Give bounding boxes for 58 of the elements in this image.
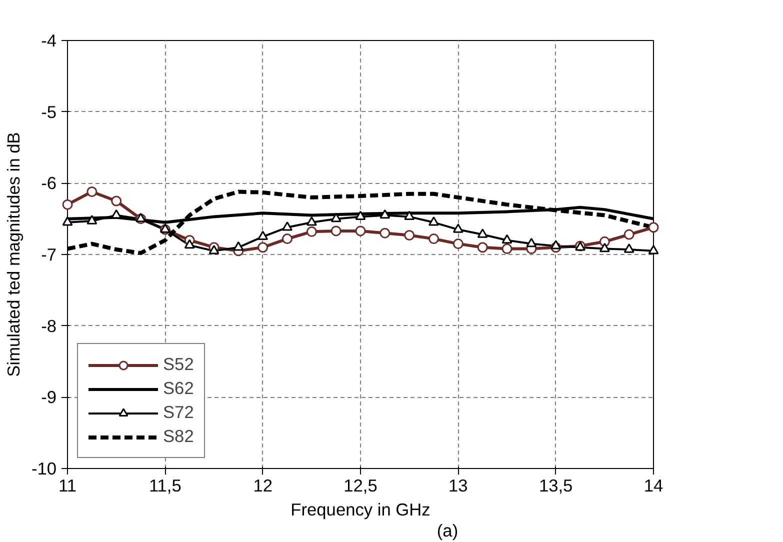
y-tick-label: -5 <box>41 102 57 122</box>
point <box>330 226 342 236</box>
point <box>306 226 317 237</box>
y-tick-label: -6 <box>41 173 57 194</box>
point <box>282 234 292 244</box>
x-tick-label: 12 <box>253 476 272 496</box>
point <box>550 240 562 250</box>
y-tick-label: -7 <box>41 244 57 264</box>
point <box>282 221 292 231</box>
point <box>380 228 390 238</box>
point <box>428 216 439 226</box>
point <box>404 230 415 240</box>
point <box>184 239 195 249</box>
x-tick-label: 13,5 <box>538 476 573 496</box>
point <box>624 229 634 240</box>
x-tick-label: 12,5 <box>344 476 378 496</box>
x-tick-label: 14 <box>644 476 664 496</box>
point <box>502 244 512 254</box>
y-tick-label: -8 <box>41 316 57 336</box>
point <box>208 244 220 254</box>
point <box>526 238 537 248</box>
point <box>86 215 98 224</box>
point <box>648 244 659 254</box>
point <box>62 216 73 226</box>
point <box>258 230 268 240</box>
x-tick-label: 11,5 <box>148 476 182 496</box>
point <box>428 234 439 244</box>
point <box>86 186 98 197</box>
point <box>477 242 488 253</box>
text: (a) <box>436 520 458 540</box>
y-tick-label: -10 <box>31 458 56 478</box>
y-tick-label: -9 <box>41 387 57 408</box>
legend-label: S72 <box>163 402 194 423</box>
point <box>404 210 415 220</box>
point <box>452 238 464 250</box>
point <box>233 241 244 251</box>
y-axis-title: Simulated ted magnitudes in dB <box>3 132 24 377</box>
point <box>355 210 366 220</box>
point <box>452 224 464 233</box>
legend-label: S82 <box>163 426 194 447</box>
legend-label: S62 <box>163 378 194 399</box>
x-tick-label: 13 <box>448 476 468 496</box>
point <box>599 242 610 252</box>
point <box>502 234 512 244</box>
point <box>624 244 634 253</box>
point <box>380 209 390 219</box>
point <box>330 212 342 222</box>
point <box>258 242 268 253</box>
x-tick-label: 11 <box>58 476 77 496</box>
point <box>355 226 366 236</box>
y-tick-label: -4 <box>41 30 57 50</box>
legend-label: S52 <box>163 354 194 375</box>
point <box>477 228 488 238</box>
point <box>111 196 122 206</box>
x-axis-title: Frequency in GHz <box>290 500 430 520</box>
point <box>648 222 659 233</box>
point <box>306 216 317 226</box>
point <box>62 199 73 210</box>
